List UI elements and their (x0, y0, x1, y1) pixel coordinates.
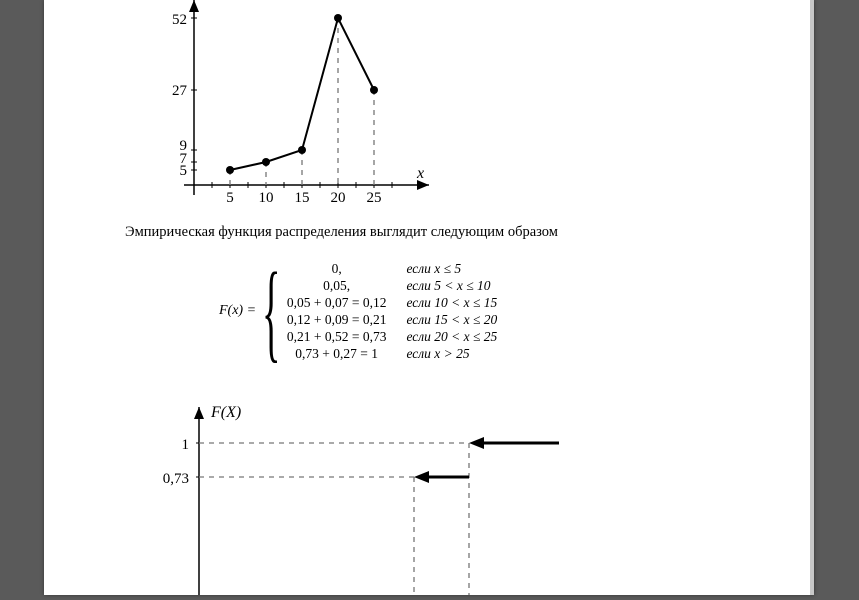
xtick-5: 5 (226, 190, 234, 206)
cdf-formula: F(x) = { 0, если x ≤ 5 0,05, если 5 < x … (219, 260, 507, 362)
v-guides (414, 443, 469, 595)
case-cond-5: если x > 25 (396, 345, 507, 362)
case-val-1: 0,05, (277, 277, 397, 294)
x-axis-label: x (416, 165, 424, 182)
case-val-4: 0,21 + 0,52 = 0,73 (277, 328, 397, 345)
ytick-27: 27 (172, 83, 188, 99)
y-tick-labels: 5 7 9 27 52 (172, 12, 188, 179)
formula-cases: 0, если x ≤ 5 0,05, если 5 < x ≤ 10 0,05… (277, 260, 507, 362)
ytick-52: 52 (172, 12, 187, 28)
case-val-5: 0,73 + 0,27 = 1 (277, 345, 397, 362)
formula-lhs: F(x) = (219, 303, 256, 319)
data-markers (226, 14, 378, 174)
step-1-arrow (469, 437, 484, 449)
cdf-step-chart: F(X) 1 0,73 (139, 395, 619, 595)
ytick-label-1: 1 (182, 437, 190, 453)
case-val-2: 0,05 + 0,07 = 0,12 (277, 294, 397, 311)
step-073-arrow (414, 471, 429, 483)
x-tick-labels: 5 10 15 20 25 (226, 190, 381, 206)
ytick-label-073: 0,73 (163, 471, 189, 487)
y-axis-arrow (189, 0, 199, 12)
page-edge (810, 0, 814, 595)
xtick-15: 15 (295, 190, 310, 206)
vertical-guides (230, 18, 374, 185)
case-cond-3: если 15 < x ≤ 20 (396, 311, 507, 328)
frequency-polygon-chart: 5 7 9 27 52 5 10 15 20 25 x (139, 0, 439, 210)
left-brace: { (262, 266, 280, 356)
xtick-20: 20 (331, 190, 346, 206)
xtick-10: 10 (259, 190, 274, 206)
xtick-25: 25 (367, 190, 382, 206)
document-page: 5 7 9 27 52 5 10 15 20 25 x Эмпирическая… (44, 0, 814, 595)
case-val-0: 0, (277, 260, 397, 277)
y-axis-label-2: F(X) (210, 404, 241, 421)
case-cond-0: если x ≤ 5 (396, 260, 507, 277)
case-cond-2: если 10 < x ≤ 15 (396, 294, 507, 311)
ytick-9: 9 (180, 138, 188, 154)
chart1-svg: 5 7 9 27 52 5 10 15 20 25 x (139, 0, 439, 210)
case-cond-1: если 5 < x ≤ 10 (396, 277, 507, 294)
case-cond-4: если 20 < x ≤ 25 (396, 328, 507, 345)
cdf-caption: Эмпирическая функция распределения выгля… (125, 224, 558, 241)
y-axis-arrow-2 (194, 407, 204, 419)
chart2-svg: F(X) 1 0,73 (139, 395, 619, 595)
case-val-3: 0,12 + 0,09 = 0,21 (277, 311, 397, 328)
